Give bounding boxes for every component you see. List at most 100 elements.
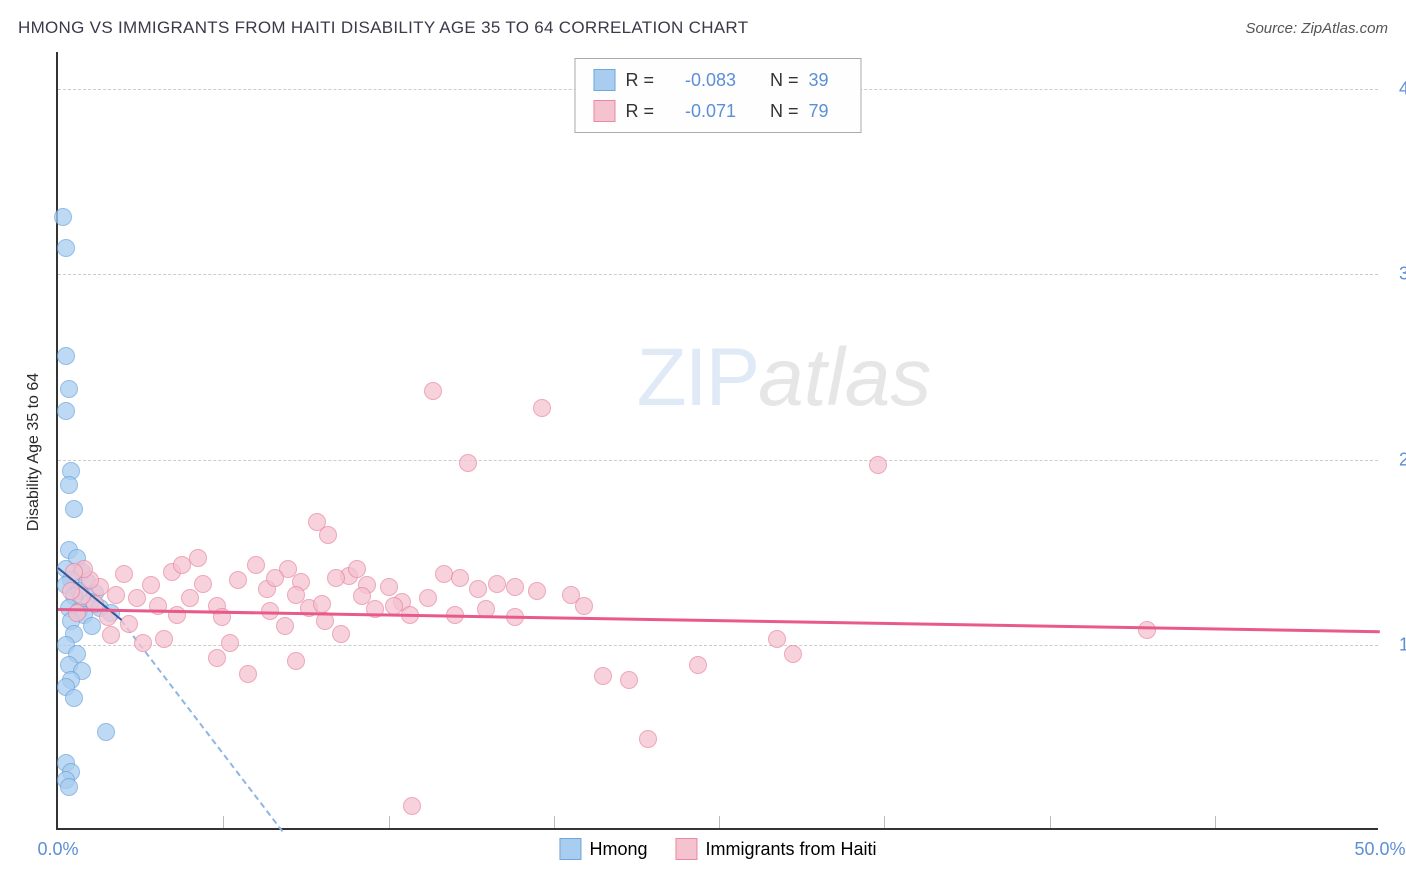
data-point [287, 652, 305, 670]
data-point [57, 239, 75, 257]
r-label: R = [625, 96, 654, 127]
data-point [54, 208, 72, 226]
scatter-plot: ZIPatlas R =-0.083N =39R =-0.071N =79 Hm… [56, 52, 1378, 830]
n-label: N = [770, 65, 799, 96]
r-label: R = [625, 65, 654, 96]
x-tick-label: 50.0% [1354, 839, 1405, 860]
x-minor-tick [1050, 816, 1051, 828]
legend-label: Hmong [589, 839, 647, 860]
data-point [128, 589, 146, 607]
n-value: 79 [809, 96, 843, 127]
data-point [107, 586, 125, 604]
data-point [689, 656, 707, 674]
data-point [57, 347, 75, 365]
data-point [575, 597, 593, 615]
data-point [488, 575, 506, 593]
data-point [533, 399, 551, 417]
n-value: 39 [809, 65, 843, 96]
data-point [60, 778, 78, 796]
data-point [120, 615, 138, 633]
legend-row: R = -0.071 N = 79 [593, 96, 842, 127]
legend-item: Hmong [559, 838, 647, 860]
data-point [60, 380, 78, 398]
legend-label: Immigrants from Haiti [706, 839, 877, 860]
legend-swatch [593, 100, 615, 122]
correlation-legend: R = -0.083 N = 39 R = -0.071 N = 79 [574, 58, 861, 133]
data-point [189, 549, 207, 567]
gridline-h [58, 460, 1378, 461]
y-tick-label: 30.0% [1399, 264, 1406, 285]
data-point [102, 626, 120, 644]
data-point [181, 589, 199, 607]
data-point [155, 630, 173, 648]
data-point [620, 671, 638, 689]
y-tick-label: 10.0% [1399, 634, 1406, 655]
data-point [68, 604, 86, 622]
data-point [97, 723, 115, 741]
x-minor-tick [223, 816, 224, 828]
watermark: ZIPatlas [637, 331, 932, 425]
trend-line [58, 608, 1380, 633]
data-point [639, 730, 657, 748]
r-value: -0.083 [664, 65, 736, 96]
n-label: N = [770, 96, 799, 127]
gridline-h [58, 274, 1378, 275]
data-point [208, 649, 226, 667]
data-point [327, 569, 345, 587]
gridline-h [58, 645, 1378, 646]
data-point [348, 560, 366, 578]
data-point [403, 797, 421, 815]
data-point [1138, 621, 1156, 639]
data-point [65, 689, 83, 707]
chart-area: Disability Age 35 to 64 ZIPatlas R =-0.0… [48, 52, 1388, 852]
legend-item: Immigrants from Haiti [676, 838, 877, 860]
y-tick-label: 40.0% [1399, 79, 1406, 100]
data-point [60, 476, 78, 494]
legend-row: R = -0.083 N = 39 [593, 65, 842, 96]
r-value: -0.071 [664, 96, 736, 127]
data-point [506, 578, 524, 596]
data-point [784, 645, 802, 663]
chart-title: HMONG VS IMMIGRANTS FROM HAITI DISABILIT… [18, 18, 748, 38]
chart-header: HMONG VS IMMIGRANTS FROM HAITI DISABILIT… [18, 18, 1388, 38]
data-point [869, 456, 887, 474]
source-attribution: Source: ZipAtlas.com [1245, 20, 1388, 37]
legend-swatch [676, 838, 698, 860]
x-minor-tick [389, 816, 390, 828]
data-point [247, 556, 265, 574]
data-point [594, 667, 612, 685]
data-point [239, 665, 257, 683]
data-point [229, 571, 247, 589]
watermark-part2: atlas [758, 332, 931, 423]
data-point [528, 582, 546, 600]
y-tick-label: 20.0% [1399, 449, 1406, 470]
data-point [419, 589, 437, 607]
data-point [221, 634, 239, 652]
x-minor-tick [719, 816, 720, 828]
data-point [266, 569, 284, 587]
data-point [768, 630, 786, 648]
data-point [83, 617, 101, 635]
legend-swatch [593, 69, 615, 91]
data-point [115, 565, 133, 583]
x-tick-label: 0.0% [37, 839, 78, 860]
legend-swatch [559, 838, 581, 860]
x-minor-tick [1215, 816, 1216, 828]
data-point [380, 578, 398, 596]
data-point [168, 606, 186, 624]
data-point [276, 617, 294, 635]
x-minor-tick [884, 816, 885, 828]
data-point [194, 575, 212, 593]
series-legend: Hmong Immigrants from Haiti [559, 838, 876, 860]
watermark-part1: ZIP [637, 332, 759, 423]
data-point [134, 634, 152, 652]
data-point [469, 580, 487, 598]
data-point [332, 625, 350, 643]
data-point [459, 454, 477, 472]
data-point [424, 382, 442, 400]
data-point [319, 526, 337, 544]
data-point [451, 569, 469, 587]
x-minor-tick [554, 816, 555, 828]
y-axis-label: Disability Age 35 to 64 [25, 373, 43, 531]
data-point [313, 595, 331, 613]
